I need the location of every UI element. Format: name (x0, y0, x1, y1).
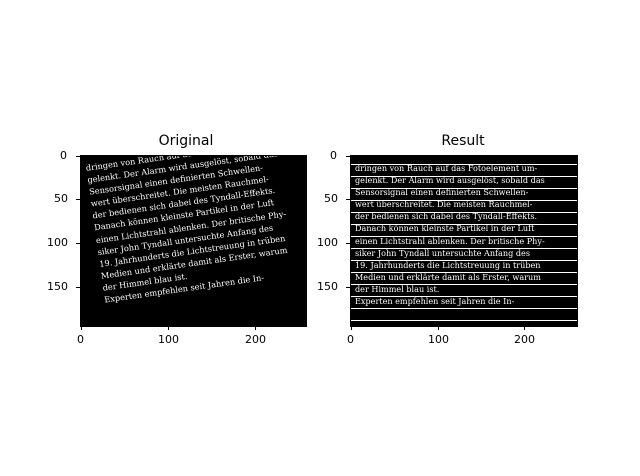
y-tick (346, 156, 350, 157)
y-tick (76, 243, 80, 244)
doc-line: gelenkt. Der Alarm wird ausgelöst, sobal… (355, 175, 545, 186)
line-separator (351, 200, 577, 201)
x-tick-label: 100 (158, 333, 179, 346)
x-tick-label: 0 (347, 333, 354, 346)
doc-line: Sensorsignal einen definierten Schwellen… (355, 187, 529, 198)
line-separator (351, 260, 577, 261)
doc-line: dringen von Rauch auf das Fotoelement um… (355, 163, 538, 173)
line-separator (351, 176, 577, 177)
line-separator (351, 248, 577, 249)
doc-line: Experten empfehlen seit Jahren die In- (355, 296, 515, 307)
doc-line: Danach können kleinste Partikel in der L… (355, 223, 535, 234)
x-tick-label: 200 (514, 333, 535, 346)
y-tick-label: 150 (47, 280, 68, 293)
x-tick (81, 326, 82, 330)
image-original: dringen von Rauch auf das Fotoelement um… (80, 155, 307, 327)
line-separator (351, 188, 577, 189)
y-tick-label: 50 (324, 192, 338, 205)
line-separator (351, 284, 577, 285)
image-result: dringen von Rauch auf das Fotoelement um… (350, 155, 578, 327)
y-tick-label: 150 (317, 280, 338, 293)
panel-title-result: Result (441, 133, 485, 149)
x-tick (168, 326, 169, 330)
line-separator (351, 164, 577, 165)
line-separator (351, 308, 577, 309)
doc-line: einen Lichtstrahl ablenken. Der britisch… (355, 235, 545, 246)
doc-line: wert überschreitet. Die meisten Rauchmel… (355, 199, 533, 210)
y-tick-label: 0 (60, 149, 67, 162)
x-tick-label: 100 (428, 333, 449, 346)
y-tick-label: 0 (330, 149, 337, 162)
doc-line: der Himmel blau ist. (355, 283, 440, 294)
x-tick (255, 326, 256, 330)
x-tick (351, 326, 352, 330)
y-tick-label: 100 (317, 236, 338, 249)
y-tick (346, 243, 350, 244)
line-separator (351, 212, 577, 213)
skewed-document-text: dringen von Rauch auf das Fotoelement um… (85, 156, 295, 306)
line-separator (351, 296, 577, 297)
doc-line: der bedienen sich dabei des Tyndall-Effe… (355, 211, 538, 222)
x-tick (438, 326, 439, 330)
deskewed-document-text: dringen von Rauch auf das Fotoelement um… (355, 162, 545, 307)
y-tick-label: 100 (47, 236, 68, 249)
y-tick (76, 156, 80, 157)
line-separator (351, 224, 577, 225)
doc-line: 19. Jahrhunderts die Lichtstreuung in tr… (355, 259, 541, 270)
x-tick (524, 326, 525, 330)
y-tick (346, 199, 350, 200)
line-separator (351, 272, 577, 273)
y-tick (76, 287, 80, 288)
y-tick (76, 199, 80, 200)
panel-title-original: Original (158, 133, 214, 149)
y-tick-label: 50 (54, 192, 68, 205)
doc-line: Medien und erklärte damit als Erster, wa… (355, 271, 541, 282)
y-tick (346, 287, 350, 288)
x-tick-label: 200 (245, 333, 266, 346)
line-separator (351, 236, 577, 237)
doc-line: siker John Tyndall untersuchte Anfang de… (355, 247, 530, 258)
line-separator (351, 320, 577, 321)
x-tick-label: 0 (77, 333, 84, 346)
